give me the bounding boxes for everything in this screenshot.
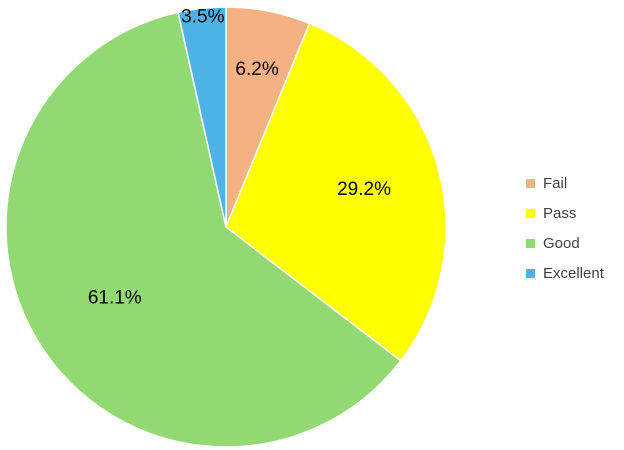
data-label-excellent: 3.5% (181, 7, 224, 28)
legend-swatch-good (526, 238, 535, 248)
legend-swatch-excellent (526, 268, 535, 278)
data-label-fail: 6.2% (235, 59, 278, 80)
pie-slice-excellent (177, 6, 227, 228)
legend-item-pass: Pass (526, 198, 624, 228)
legend-item-fail: Fail (526, 168, 624, 198)
legend-swatch-fail (526, 178, 535, 188)
legend-label-excellent: Excellent (543, 264, 604, 282)
legend-item-good: Good (526, 228, 624, 258)
legend: Fail Pass Good Excellent (526, 168, 624, 288)
legend-label-fail: Fail (543, 174, 568, 192)
pie-slice-pass (225, 22, 447, 362)
legend-label-good: Good (543, 234, 580, 252)
legend-item-excellent: Excellent (526, 258, 624, 288)
legend-label-pass: Pass (543, 204, 577, 222)
pie-slice-good (5, 11, 402, 448)
data-label-good: 61.1% (88, 288, 142, 309)
legend-swatch-pass (526, 208, 535, 218)
data-label-pass: 29.2% (337, 179, 391, 200)
